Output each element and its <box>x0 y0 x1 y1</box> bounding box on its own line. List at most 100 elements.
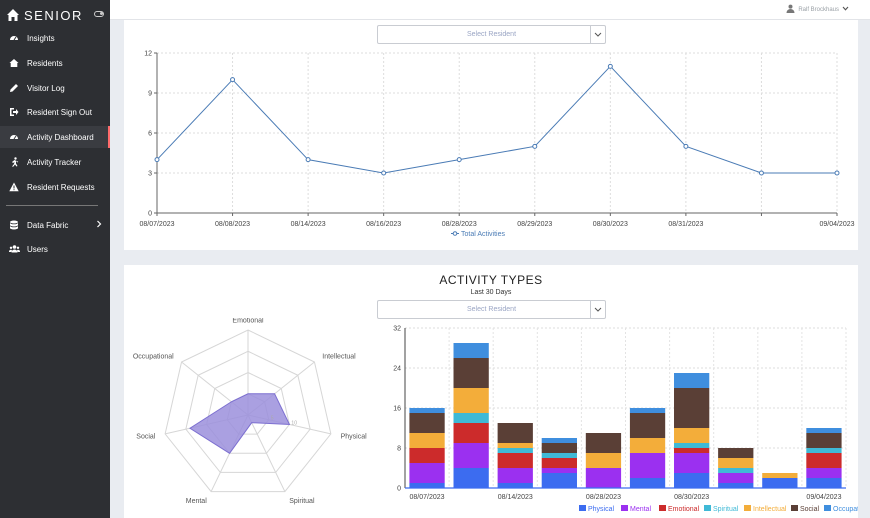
radar-area <box>189 393 291 454</box>
chevron-right-icon <box>96 220 102 230</box>
radar-tick-label: 10 <box>291 420 297 426</box>
bar-segment-spiritual <box>674 443 710 448</box>
bar-segment-social <box>409 413 445 433</box>
running-icon <box>8 156 20 168</box>
legend-label: Emotional <box>668 506 700 513</box>
data-point <box>532 143 538 149</box>
sidebar-item-resident-requests[interactable]: Resident Requests <box>0 176 110 198</box>
home-logo-icon <box>7 9 19 21</box>
bar-segment-intellectual <box>629 438 666 453</box>
sidebar-item-label: Resident Requests <box>27 182 95 192</box>
data-point <box>834 170 840 176</box>
bar-segment-physical <box>409 483 445 488</box>
bar-segment-physical <box>453 468 489 488</box>
user-menu[interactable]: Ralf Brockhaus <box>786 4 852 15</box>
warning-icon <box>8 181 20 193</box>
resident-select[interactable]: Select Resident <box>377 25 606 44</box>
resident-select-types[interactable]: Select Resident <box>377 300 606 319</box>
bar-segment-mental <box>806 468 842 478</box>
bar-segment-spiritual <box>718 468 754 473</box>
x-tick-label: 08/14/2023 <box>291 221 326 228</box>
sidebar-item-activity-dashboard[interactable]: Activity Dashboard <box>0 126 110 148</box>
bar-segment-emotional <box>453 423 489 443</box>
legend-label: Mental <box>630 506 651 513</box>
users-icon <box>8 243 20 255</box>
legend-swatch-physical <box>579 505 586 511</box>
sidebar-item-label: Insights <box>27 33 55 43</box>
bar-segment-physical <box>497 483 533 488</box>
bar-segment-physical <box>674 473 710 488</box>
radar-ring <box>206 371 290 454</box>
radar-ring <box>185 350 311 473</box>
sidebar-item-label: Data Fabric <box>27 220 69 230</box>
sidebar-item-label: Activity Tracker <box>27 157 82 167</box>
bar-segment-social <box>585 433 622 453</box>
bar-segment-social <box>718 448 754 458</box>
x-tick-label: 09/04/2023 <box>806 494 841 501</box>
sidebar-item-activity-tracker[interactable]: Activity Tracker <box>0 151 110 173</box>
legend-swatch-intellectual <box>744 505 751 511</box>
legend-label: Intellectual <box>753 506 787 513</box>
bar-segment-mental <box>674 453 710 473</box>
bar-segment-social <box>806 433 842 448</box>
x-tick-label: 08/31/2023 <box>668 221 703 228</box>
x-tick-label: 08/28/2023 <box>442 221 477 228</box>
legend-marker-point <box>452 231 458 236</box>
bar-segment-physical <box>541 473 577 488</box>
sidebar-item-visitor-log[interactable]: Visitor Log <box>0 77 110 99</box>
sidebar-item-users[interactable]: Users <box>0 238 110 260</box>
radar-axis-label: Emotional <box>232 318 264 325</box>
y-tick-label: 8 <box>397 446 401 453</box>
pencil-icon <box>8 82 20 94</box>
data-point <box>230 77 236 83</box>
y-tick-label: 0 <box>397 486 401 493</box>
bar-segment-intellectual <box>409 433 445 448</box>
bar-segment-intellectual <box>453 388 489 413</box>
radar-axis-label: Mental <box>186 498 207 505</box>
sidebar-item-residents[interactable]: Residents <box>0 52 110 74</box>
bar-segment-mental <box>718 473 754 483</box>
bar-segment-occupational <box>806 428 842 433</box>
sidebar-item-resident-sign-out[interactable]: Resident Sign Out <box>0 101 110 123</box>
bar-segment-emotional <box>674 448 710 453</box>
radar-ring <box>164 329 332 493</box>
brand-name: SENIOR <box>24 7 83 23</box>
legend-label: Total Activities <box>461 231 505 238</box>
bar-segment-intellectual <box>497 443 533 448</box>
sidebar-item-label: Residents <box>27 58 63 68</box>
database-icon <box>8 219 20 231</box>
bar-segment-physical <box>629 478 666 488</box>
x-tick-label: 08/16/2023 <box>366 221 401 228</box>
x-tick-label: 08/28/2023 <box>586 494 621 501</box>
brand[interactable]: SENIOR <box>0 0 110 30</box>
sidebar-item-label: Visitor Log <box>27 83 65 93</box>
sidebar-item-insights[interactable]: Insights <box>0 27 110 49</box>
legend-swatch-emotional <box>659 505 666 511</box>
data-point <box>607 63 613 69</box>
chevron-down-icon <box>590 301 605 318</box>
bar-segment-spiritual <box>453 413 489 423</box>
sidebar-item-data-fabric[interactable]: Data Fabric <box>0 214 110 236</box>
total-activities-card: Select Resident 0 3 6 9 12 08/07/2023 08/08/20… <box>124 20 858 250</box>
radar-axis-label: Spiritual <box>289 498 315 505</box>
bar-segment-social <box>497 423 533 443</box>
sidebar-toggle-icon[interactable] <box>94 11 104 17</box>
data-point <box>154 157 160 163</box>
data-point <box>758 170 764 176</box>
legend-label: Physical <box>588 506 615 513</box>
bar-segment-intellectual <box>585 453 622 468</box>
x-tick-label: 08/30/2023 <box>593 221 628 228</box>
sidebar-divider <box>6 205 98 206</box>
radar-spoke <box>247 414 286 492</box>
gauge-icon <box>8 131 20 143</box>
bar-segment-occupational <box>629 408 666 413</box>
legend-swatch-occupational <box>824 505 831 511</box>
x-tick-label: 08/07/2023 <box>410 494 445 501</box>
activity-types-bar-chart: 0 8 16 24 32 08/07/2023 08/14/2023 08/28/2023 08… <box>393 326 858 514</box>
radar-tick-label: 5 <box>271 416 274 422</box>
bar-segment-social <box>629 413 666 438</box>
chevron-down-icon <box>842 6 849 13</box>
legend-swatch-mental <box>621 505 628 511</box>
bar-segment-intellectual <box>718 458 754 468</box>
activity-types-card: ACTIVITY TYPES Last 30 Days Select Resid… <box>124 265 858 518</box>
